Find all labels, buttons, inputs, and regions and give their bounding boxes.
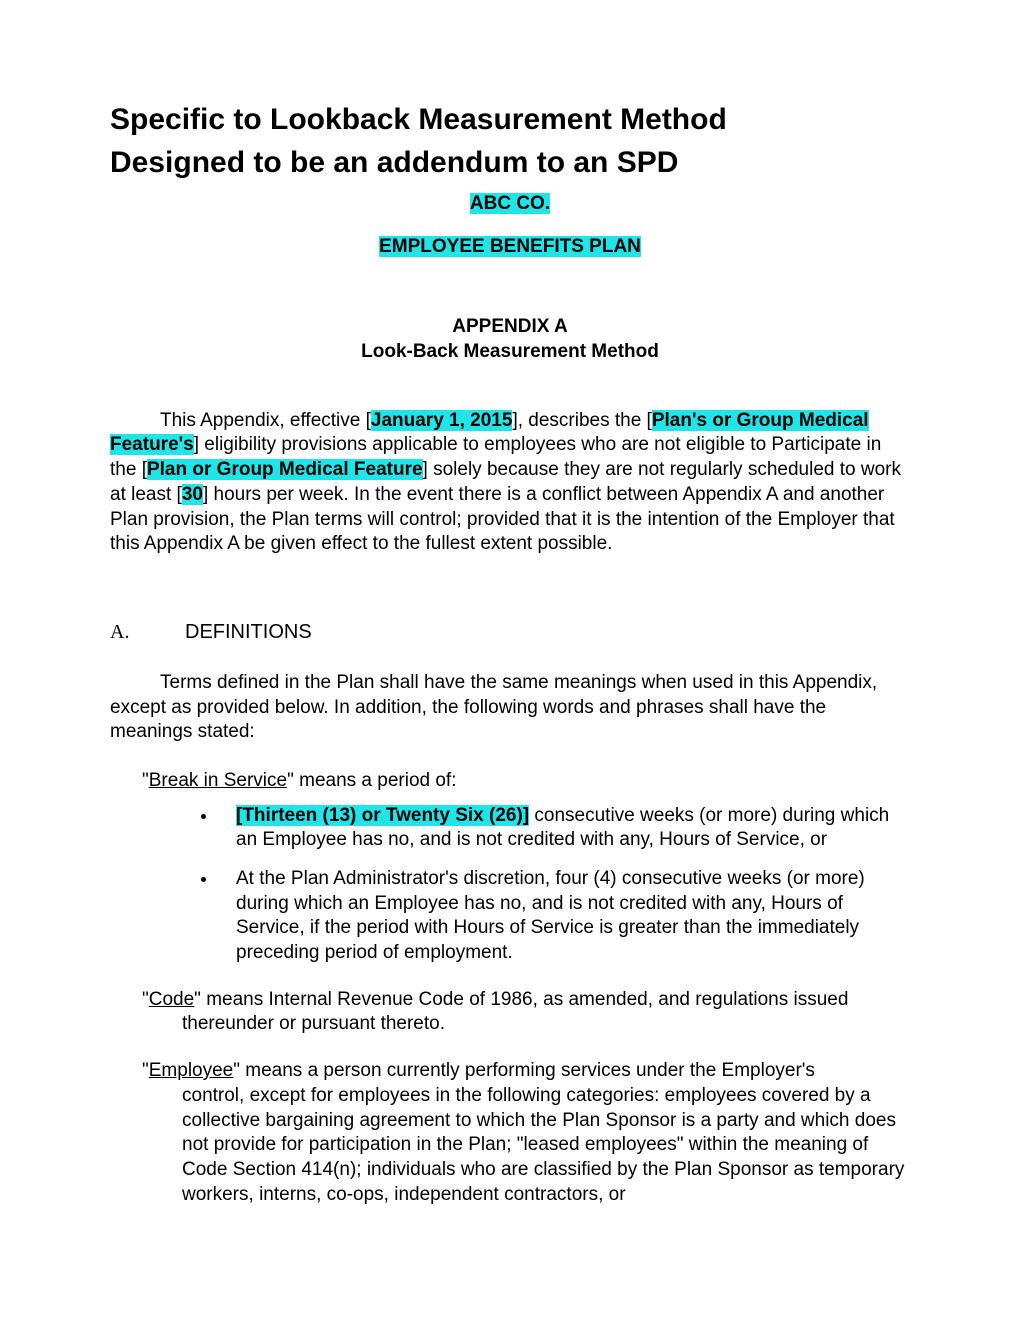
doc-title-line1: Specific to Lookback Measurement Method [110,100,910,139]
employee-body-cont: control, except for employees in the fol… [182,1084,910,1207]
weeks-threshold: [Thirteen (13) or Twenty Six (26)] [236,805,529,826]
intro-text-5: ] hours per week. In the event there is … [110,484,895,554]
code-body-inline: " means Internal Revenue Code of 1986, a… [194,989,848,1010]
appendix-label: APPENDIX A [110,315,910,340]
company-name: ABC CO. [470,193,550,214]
section-title: DEFINITIONS [185,621,312,643]
term-employee: Employee [149,1060,234,1081]
section-a-row: A.DEFINITIONS [110,619,910,645]
quote-open: " [142,1060,149,1081]
intro-paragraph: This Appendix, effective [January 1, 201… [110,409,910,557]
code-body-cont: thereunder or pursuant thereto. [182,1012,910,1037]
effective-date: January 1, 2015 [371,410,513,431]
plan-name: EMPLOYEE BENEFITS PLAN [379,236,641,257]
term-break-in-service: Break in Service [149,770,287,791]
employee-definition: "Employee" means a person currently perf… [110,1059,910,1207]
term-after: " means a period of: [287,770,456,791]
break-in-service-list: [Thirteen (13) or Twenty Six (26)] conse… [110,804,910,966]
list-item: [Thirteen (13) or Twenty Six (26)] conse… [218,804,910,853]
list-item: At the Plan Administrator's discretion, … [218,867,910,966]
code-definition: "Code" means Internal Revenue Code of 19… [110,988,910,1037]
intro-text-2: ], describes the [ [512,410,651,431]
section-letter: A. [110,619,185,645]
definitions-intro: Terms defined in the Plan shall have the… [110,671,910,745]
appendix-title: Look-Back Measurement Method [110,340,910,365]
intro-text-1: This Appendix, effective [ [160,410,371,431]
quote-open: " [142,989,149,1010]
employee-body-inline: " means a person currently performing se… [233,1060,815,1081]
doc-title-line2: Designed to be an addendum to an SPD [110,143,910,182]
hours-threshold: 30 [182,484,203,505]
term-code: Code [149,989,194,1010]
plan-feature-2: Plan or Group Medical Feature [147,459,423,480]
quote-open: " [142,770,149,791]
break-in-service-term: "Break in Service" means a period of: [142,769,910,794]
